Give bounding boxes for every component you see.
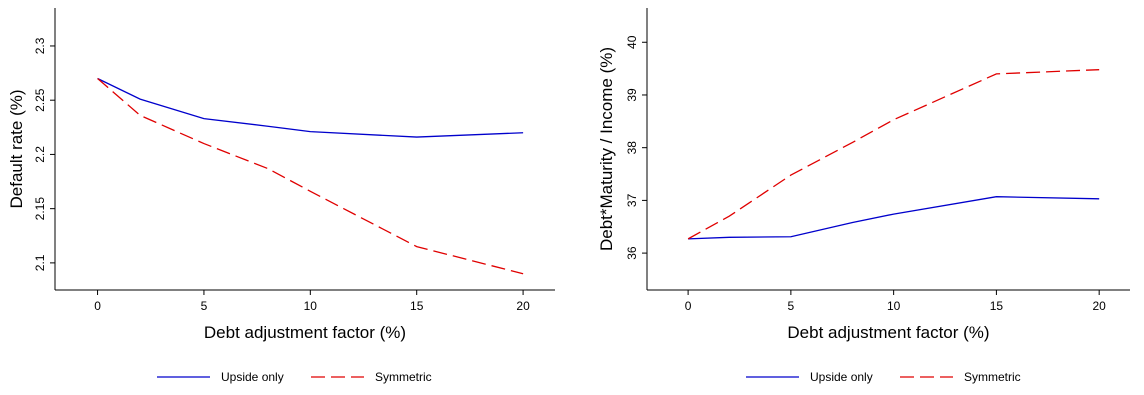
x-axis-title: Debt adjustment factor (%) — [204, 323, 406, 342]
chart-panel-2: 0 5 10 15 20 36 37 38 39 40 Debt adjustment factor… — [597, 8, 1130, 384]
x-tick-label: 5 — [201, 299, 208, 313]
y-tick-label: 37 — [625, 193, 639, 207]
legend-label: Symmetric — [375, 370, 432, 384]
x-tick-label: 15 — [410, 299, 424, 313]
legend-label: Symmetric — [964, 370, 1021, 384]
chart-panel-1: 0 5 10 15 20 2.1 2.15 2.2 2.25 2.3 Debt adjustment… — [7, 8, 555, 384]
x-tick-label: 0 — [685, 299, 692, 313]
series-line-upside-only — [97, 77, 524, 138]
y-axis-title: Debt*Maturity / Income (%) — [597, 47, 616, 251]
y-tick-label: 2.25 — [33, 88, 47, 112]
y-axis-title: Default rate (%) — [7, 89, 26, 208]
x-tick-label: 20 — [1092, 299, 1106, 313]
y-tick-label: 40 — [625, 35, 639, 49]
y-tick-label: 36 — [625, 246, 639, 260]
x-tick-label: 10 — [887, 299, 901, 313]
y-tick-label: 2.15 — [33, 197, 47, 221]
y-tick-label: 38 — [625, 141, 639, 155]
x-axis-title: Debt adjustment factor (%) — [787, 323, 989, 342]
y-tick-label: 2.1 — [33, 254, 47, 271]
x-tick-label: 0 — [94, 299, 101, 313]
y-tick-label: 2.2 — [33, 146, 47, 163]
x-tick-label: 5 — [788, 299, 795, 313]
series-line-symmetric — [97, 78, 524, 275]
x-tick-label: 15 — [990, 299, 1004, 313]
legend-label: Upside only — [810, 370, 873, 384]
legend-label: Upside only — [221, 370, 284, 384]
x-tick-label: 10 — [304, 299, 318, 313]
y-tick-label: 39 — [625, 88, 639, 102]
y-tick-label: 2.3 — [33, 37, 47, 54]
x-tick-label: 20 — [516, 299, 530, 313]
